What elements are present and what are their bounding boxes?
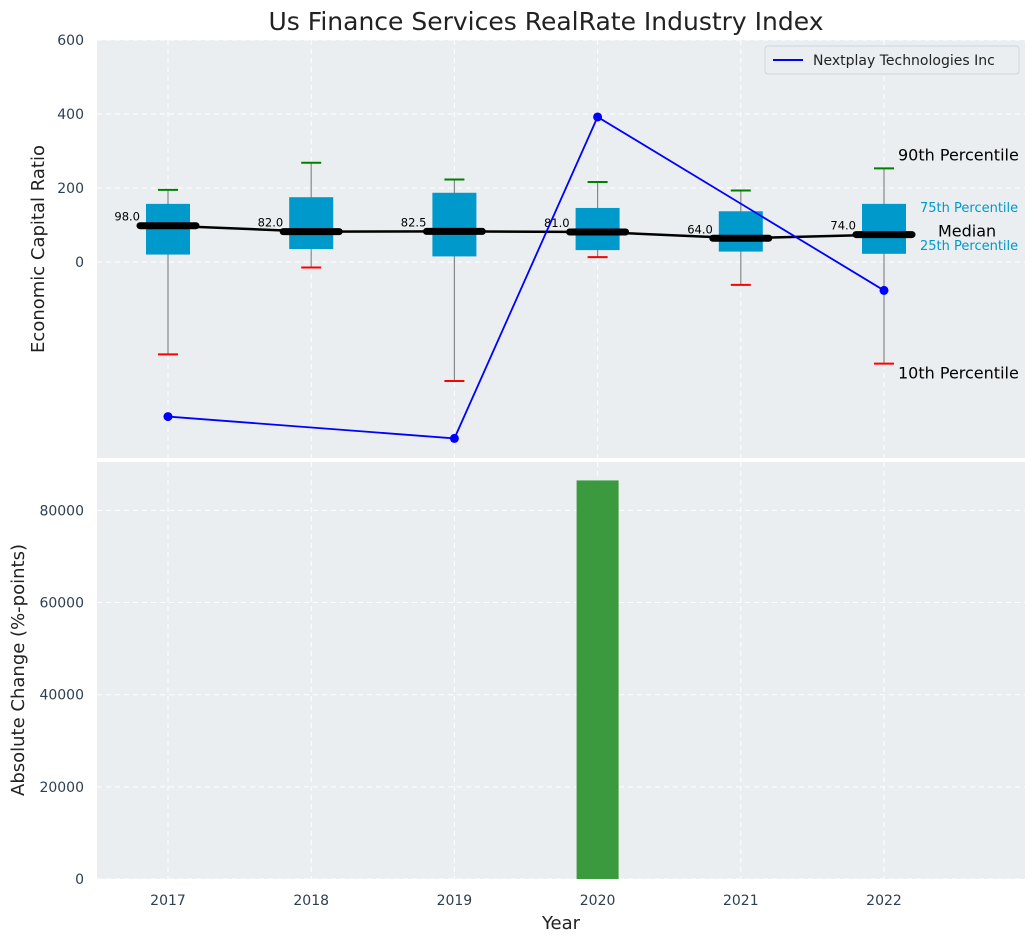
top-y-ticks: 0 200 400 600 — [57, 33, 84, 271]
x-tick-label: 2022 — [866, 893, 902, 909]
x-ticks: 2017 2018 2019 2020 2021 2022 — [150, 893, 902, 909]
chart-title: Us Finance Services RealRate Industry In… — [269, 7, 824, 36]
x-tick-label: 2018 — [293, 893, 329, 909]
company-series-line — [167, 115, 885, 440]
median-value-label: 64.0 — [687, 222, 713, 236]
iqr-box — [718, 211, 763, 252]
bottom-bars — [576, 480, 619, 879]
x-axis-label: Year — [541, 913, 581, 934]
top-y-tick-label: 200 — [57, 181, 84, 197]
iqr-box — [862, 203, 906, 254]
company-series-group — [163, 112, 889, 443]
bottom-y-ticks: 0 20000 40000 60000 80000 — [39, 503, 84, 888]
median-trend-line — [167, 224, 885, 240]
company-series-point — [449, 433, 459, 443]
median-value-label: 74.0 — [830, 219, 856, 233]
legend-box — [764, 45, 1020, 75]
x-tick-label: 2020 — [580, 893, 616, 909]
x-tick-label: 2021 — [723, 893, 759, 909]
iqr-box — [432, 192, 477, 257]
iqr-box — [289, 197, 334, 249]
median-line-group — [167, 224, 885, 240]
p75-annotation: 75th Percentile — [920, 201, 1018, 216]
bottom-y-axis-label: Absolute Change (%-points) — [8, 544, 29, 796]
p25-annotation: 25th Percentile — [920, 239, 1018, 254]
bottom-y-tick-label: 40000 — [39, 688, 84, 704]
top-y-tick-label: 0 — [75, 255, 84, 271]
bottom-y-tick-label: 60000 — [39, 596, 84, 612]
x-tick-label: 2017 — [150, 893, 186, 909]
top-y-axis-label: Economic Capital Ratio — [28, 145, 49, 353]
legend-label: Nextplay Technologies Inc — [813, 53, 995, 69]
p90-annotation: 90th Percentile — [898, 145, 1019, 164]
change-bar — [576, 480, 619, 879]
iqr-box — [146, 203, 190, 255]
median-value-label: 82.0 — [258, 216, 284, 230]
bottom-y-tick-label: 80000 — [39, 503, 84, 519]
percentile-annotations: 90th Percentile 75th Percentile Median25th… — [898, 145, 1019, 382]
median-value-label: 82.5 — [401, 215, 427, 229]
company-series-point — [163, 412, 173, 422]
bottom-grid — [97, 462, 1025, 880]
p10-annotation: 10th Percentile — [898, 364, 1019, 383]
bottom-axes-background — [97, 462, 1025, 879]
median-value-label: 81.0 — [544, 216, 570, 230]
x-tick-label: 2019 — [437, 893, 473, 909]
company-series-point — [593, 112, 603, 122]
median-value-label: 98.0 — [114, 210, 140, 224]
company-series-point — [879, 285, 889, 295]
median-annotation: Median — [938, 222, 996, 241]
legend: Nextplay Technologies Inc — [764, 45, 1020, 75]
bottom-y-tick-label: 0 — [75, 872, 84, 888]
top-y-tick-label: 400 — [57, 107, 84, 123]
top-y-tick-label: 600 — [57, 33, 84, 49]
bottom-y-tick-label: 20000 — [39, 780, 84, 796]
